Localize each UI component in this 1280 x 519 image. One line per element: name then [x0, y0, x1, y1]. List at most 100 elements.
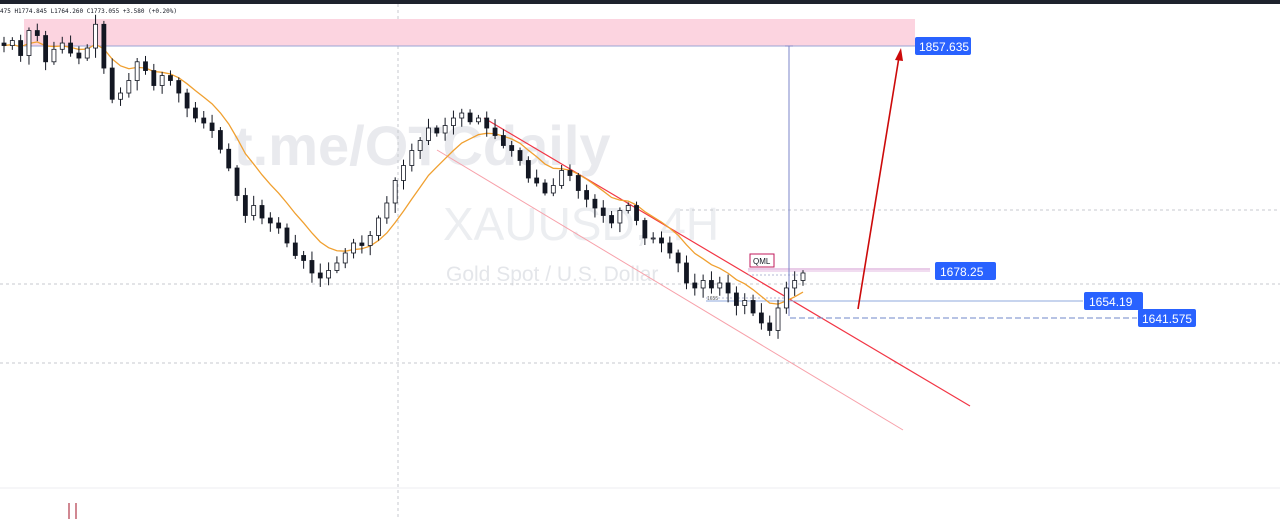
candle [392, 180, 398, 204]
candle [517, 150, 523, 161]
candle [251, 205, 257, 216]
arrow-head-icon [895, 48, 903, 61]
qml-label: QML [753, 257, 771, 266]
candle [758, 312, 764, 324]
candle [217, 130, 223, 150]
candle [492, 127, 498, 136]
svg-text:1641.575: 1641.575 [1142, 312, 1192, 326]
candle [1, 42, 7, 46]
price-tag-1857[interactable]: 1857.635 [915, 37, 971, 55]
candle [134, 61, 140, 81]
candle [18, 40, 24, 56]
svg-text:1654.19: 1654.19 [1089, 295, 1133, 309]
candle [118, 92, 123, 100]
candle [292, 242, 298, 256]
candle [242, 195, 248, 216]
channel-lower-line[interactable] [436, 149, 904, 431]
candle [84, 47, 90, 59]
candle [625, 205, 631, 211]
candle [68, 42, 73, 54]
supply-zone[interactable] [24, 19, 915, 46]
candle [667, 242, 673, 254]
candle [143, 61, 148, 71]
candle [725, 282, 731, 294]
candle [26, 30, 32, 56]
candle [417, 140, 423, 151]
ohlc-readout: 475 H1774.845 L1764.260 C1773.055 +3.580… [0, 8, 178, 15]
price-tag-1641[interactable]: 1641.575 [1138, 309, 1196, 327]
candle [334, 262, 340, 271]
candle [467, 112, 473, 123]
svg-text:1857.635: 1857.635 [919, 40, 969, 54]
candle [234, 167, 240, 196]
candle [126, 80, 132, 94]
candle [59, 42, 65, 50]
qml-label-box[interactable] [749, 253, 775, 268]
candle [742, 300, 748, 306]
candle [276, 222, 282, 229]
candle [367, 235, 373, 246]
candle [301, 255, 307, 261]
candle [534, 177, 540, 184]
candle [617, 210, 623, 224]
candle [351, 242, 356, 254]
candle [675, 252, 681, 264]
candle [101, 23, 107, 69]
candle [476, 117, 481, 123]
candle [342, 252, 348, 264]
candle [176, 80, 182, 94]
candle [384, 202, 390, 219]
candle [767, 322, 773, 331]
candle [93, 23, 98, 49]
candle [692, 282, 698, 289]
candle [800, 272, 806, 281]
candle [650, 237, 656, 240]
candle [484, 117, 490, 129]
candle [634, 205, 639, 221]
candle [609, 215, 614, 224]
candle [525, 160, 531, 179]
candle [9, 40, 15, 46]
candle [109, 67, 115, 100]
candle [209, 122, 215, 131]
candle [592, 198, 598, 209]
candle [750, 300, 756, 314]
candle [642, 220, 648, 239]
candle [792, 280, 798, 289]
price-tag-1678[interactable]: 1678.25 [935, 262, 996, 280]
candle [584, 190, 590, 200]
candle [326, 270, 331, 279]
candle [317, 272, 323, 279]
candle [184, 92, 190, 109]
candle [659, 237, 664, 244]
candle [43, 35, 49, 63]
candle [451, 117, 456, 126]
watermark-symbol: XAUUSD, 4H [443, 198, 719, 250]
candle [226, 148, 232, 169]
candle [783, 287, 789, 309]
candle [442, 125, 448, 134]
candle [559, 170, 565, 186]
candle [284, 227, 290, 244]
candle [575, 175, 581, 191]
price-tag-1654[interactable]: 1654.19 [1084, 292, 1143, 310]
projection-arrow[interactable] [857, 56, 900, 310]
candle [700, 280, 706, 289]
candle [734, 292, 739, 306]
candle [509, 145, 515, 151]
watermark-description: Gold Spot / U.S. Dollar [446, 263, 658, 286]
candle [550, 185, 556, 194]
candle [168, 75, 173, 81]
candle [542, 182, 548, 194]
candle [267, 217, 273, 224]
channel-upper-line[interactable] [483, 117, 971, 407]
candle [600, 207, 606, 216]
candlestick-series [1, 14, 806, 339]
candle [717, 282, 723, 289]
candle [434, 127, 440, 134]
candle [775, 307, 781, 331]
candle [459, 112, 465, 119]
candle [567, 170, 573, 176]
svg-text:1678.25: 1678.25 [940, 265, 984, 279]
